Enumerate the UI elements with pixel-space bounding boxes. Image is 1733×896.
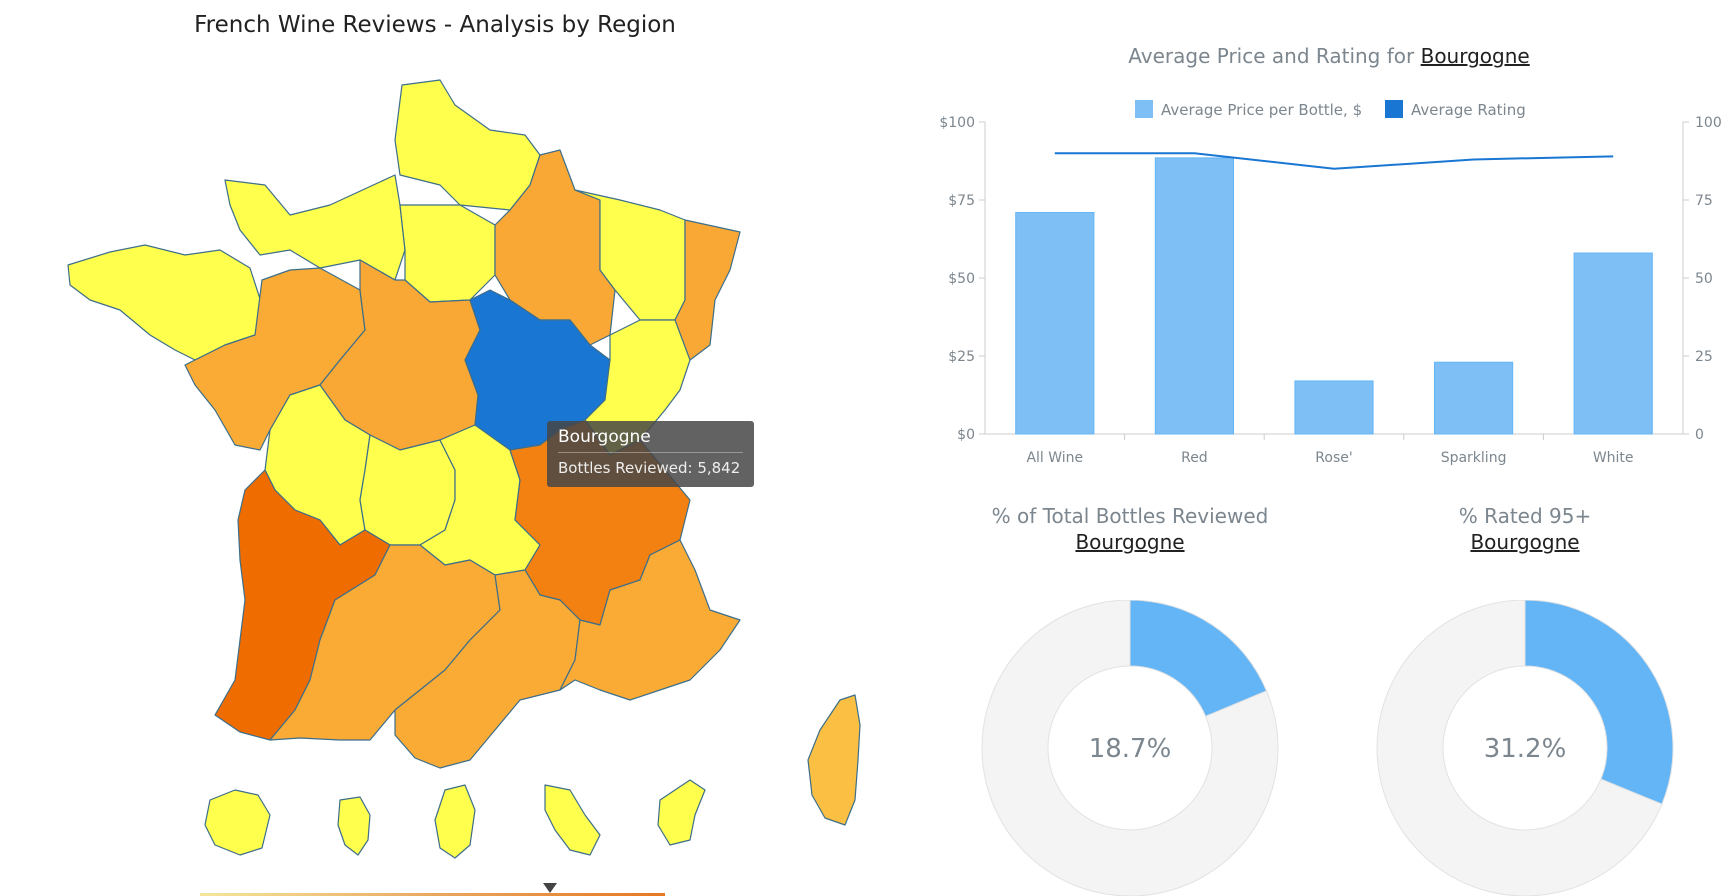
legend-swatch-0: [1135, 100, 1153, 118]
legend-label-0: Average Price per Bottle, $: [1161, 101, 1362, 119]
tooltip-label: Bottles Reviewed:: [558, 459, 693, 477]
right-tick-label: 75: [1695, 193, 1713, 209]
rating-line: [1054, 152, 1614, 170]
donut-bottles-reviewed: 18.7%: [981, 600, 1279, 896]
france-map[interactable]: [0, 60, 870, 896]
left-tick-label: $25: [948, 349, 975, 365]
right-tick-label: 100: [1695, 115, 1722, 131]
donut-bottles-title: % of Total Bottles Reviewed Bourgogne: [955, 503, 1305, 555]
donut-rated-subtitle[interactable]: Bourgogne: [1470, 530, 1580, 554]
slice-0: [1129, 600, 1268, 718]
left-tick-label: $0: [957, 427, 975, 443]
x-tick-label: Rose': [1315, 450, 1352, 466]
right-tick-label: 50: [1695, 271, 1713, 287]
left-tick-label: $100: [939, 115, 975, 131]
region-tooltip: Bourgogne Bottles Reviewed: 5,842: [547, 421, 754, 487]
donut-rated-title: % Rated 95+ Bourgogne: [1350, 503, 1700, 555]
region-provence[interactable]: [559, 539, 741, 701]
region-overseas-4[interactable]: [544, 784, 601, 856]
donut-bottles-subtitle[interactable]: Bourgogne: [1075, 530, 1185, 554]
x-tick-label: Red: [1181, 450, 1208, 466]
map-title: French Wine Reviews - Analysis by Region: [194, 12, 676, 38]
region-overseas-2[interactable]: [337, 796, 371, 856]
x-tick-label: Sparkling: [1441, 450, 1507, 466]
bar-chart-title-prefix: Average Price and Rating for: [1128, 44, 1415, 68]
left-tick-label: $50: [948, 271, 975, 287]
slice-0: [1524, 600, 1674, 805]
donut-center-label: 18.7%: [1089, 734, 1172, 764]
x-tick-label: All Wine: [1026, 450, 1083, 466]
region-limousin[interactable]: [359, 434, 456, 546]
bar-0: [1015, 211, 1095, 435]
donut-center-label: 31.2%: [1484, 734, 1567, 764]
region-overseas-3[interactable]: [434, 784, 476, 859]
legend-label-1: Average Rating: [1411, 101, 1526, 119]
donut-rated-title-text: % Rated 95+: [1458, 504, 1592, 528]
price-rating-chart: $0 $25 $50 $75 $100 0 25 50 75 100 All Wine Red Rose…: [939, 100, 1722, 466]
region-languedoc[interactable]: [394, 569, 581, 769]
range-marker-icon: [543, 883, 557, 893]
region-alsace[interactable]: [674, 219, 741, 361]
region-normandie[interactable]: [224, 174, 406, 281]
right-tick-label: 25: [1695, 349, 1713, 365]
donut-bottles-title-text: % of Total Bottles Reviewed: [991, 504, 1269, 528]
bar-4: [1573, 252, 1653, 435]
right-tick-label: 0: [1695, 427, 1704, 443]
chart-legend: Average Price per Bottle, $ Average Ratin…: [1135, 100, 1526, 119]
bar-chart-title: Average Price and Rating for Bourgogne: [925, 44, 1733, 68]
bar-chart-title-region[interactable]: Bourgogne: [1420, 44, 1530, 68]
left-tick-label: $75: [948, 193, 975, 209]
donut-rated-95: 31.2%: [1376, 600, 1674, 896]
region-hauts-de-france[interactable]: [394, 79, 541, 211]
bar-1: [1154, 157, 1234, 435]
tooltip-value: 5,842: [697, 459, 741, 477]
tooltip-body: Bottles Reviewed: 5,842: [558, 459, 743, 477]
region-corse[interactable]: [807, 694, 861, 826]
region-overseas-1[interactable]: [204, 789, 271, 856]
slice-1: [981, 600, 1279, 896]
x-tick-label: White: [1593, 450, 1634, 466]
region-overseas-5[interactable]: [657, 779, 706, 846]
tooltip-title: Bourgogne: [558, 427, 743, 453]
bar-3: [1434, 361, 1514, 435]
color-range-legend: [200, 893, 665, 896]
bar-2: [1294, 380, 1374, 435]
legend-swatch-1: [1385, 100, 1403, 118]
